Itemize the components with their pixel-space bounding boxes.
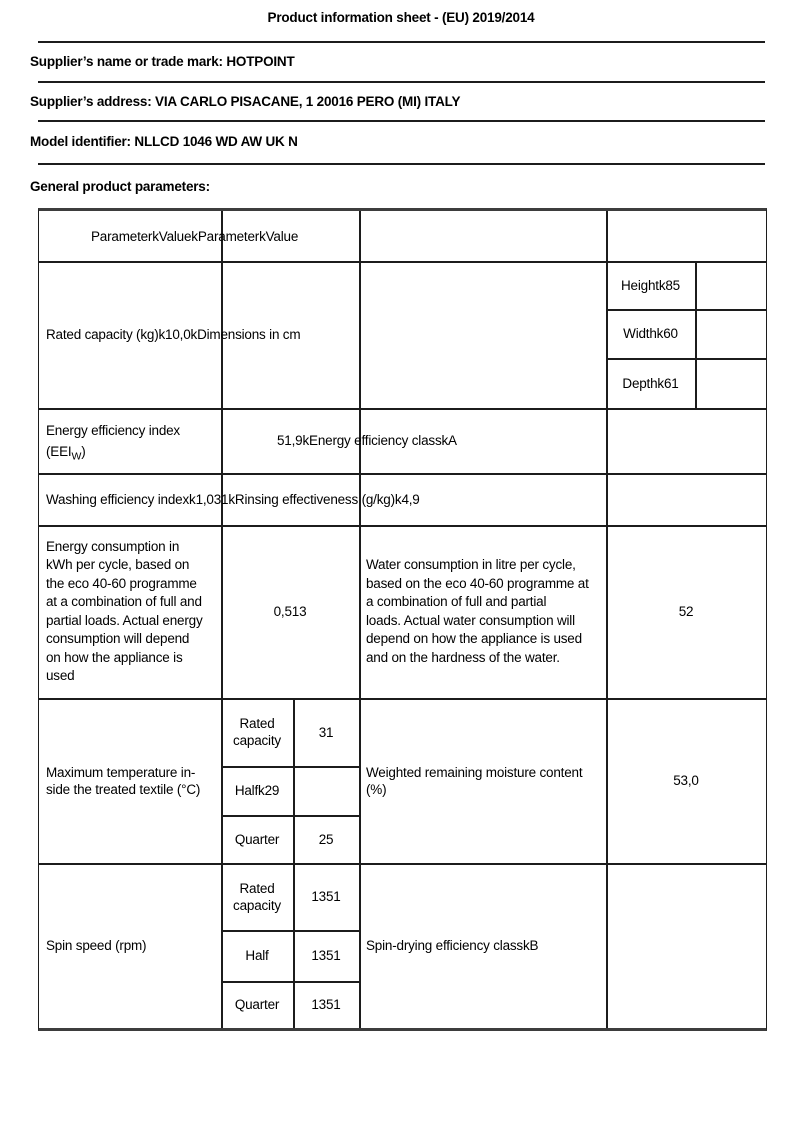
- cell-energy-consumption-value: 0,513: [273, 604, 307, 619]
- eei-label-line1: Energy efficiency index: [46, 422, 180, 438]
- section-heading: General product parameters:: [30, 179, 210, 194]
- cell-spin-half-label: Half: [245, 948, 269, 963]
- divider-line: [38, 81, 765, 83]
- parameters-table: ParameterkValuekParameterkValue Rated ca…: [38, 208, 767, 1031]
- table-vline: [359, 211, 361, 1028]
- table-vline: [606, 211, 608, 1028]
- table-hline: [221, 981, 359, 983]
- table-hline: [221, 766, 359, 768]
- cell-temp-rated-value: 31: [318, 724, 334, 740]
- cell-spin-half-value: 1351: [311, 948, 341, 963]
- divider-line: [38, 163, 765, 165]
- cell-dimension-depth: Depthk61: [622, 375, 679, 391]
- cell-dimension-width: Widthk60: [623, 326, 678, 341]
- cell-water-consumption-text: Water consumption in litre per cycle, ba…: [366, 557, 589, 665]
- table-hline: [606, 309, 766, 311]
- cell-temp-rated-label: Rated capacity: [233, 716, 281, 748]
- table-vline: [695, 261, 697, 408]
- table-hline: [221, 930, 359, 932]
- table-hline: [39, 261, 766, 263]
- table-hline: [39, 698, 766, 700]
- cell-rated-capacity-dimensions: Rated capacity (kg)k10,0kDimensions in c…: [46, 327, 301, 342]
- page-title: Product information sheet - (EU) 2019/20…: [267, 10, 535, 25]
- divider-line: [38, 120, 765, 122]
- cell-moisture-value: 53,0: [673, 773, 699, 788]
- table-hline: [39, 408, 766, 410]
- cell-spin-rated-label: Rated capacity: [233, 880, 281, 913]
- supplier-address-line: Supplier’s address: VIA CARLO PISACANE, …: [30, 94, 461, 109]
- cell-temp-quarter-label: Quarter: [234, 831, 280, 847]
- cell-spin-drying-class: Spin-drying efficiency classkB: [366, 938, 539, 953]
- cell-spin-speed-label: Spin speed (rpm): [46, 938, 147, 953]
- cell-temp-quarter-value: 25: [318, 831, 334, 847]
- table-hline: [606, 358, 766, 360]
- model-identifier-line: Model identifier: NLLCD 1046 WD AW UK N: [30, 134, 298, 149]
- table-hline: [39, 525, 766, 527]
- cell-moisture-label: Weighted remaining moisture content (%): [366, 764, 583, 797]
- cell-energy-efficiency-value: 51,9kEnergy efficiency classkA: [277, 433, 457, 448]
- cell-spin-quarter-label: Quarter: [234, 997, 280, 1012]
- cell-washing-efficiency: Washing efficiency indexk1,031kRinsing e…: [46, 491, 420, 507]
- eei-label-line2: (EEIW): [46, 443, 86, 463]
- cell-dimension-height: Heightk85: [621, 277, 680, 293]
- eei-subscript: W: [71, 450, 82, 463]
- cell-max-temperature-label: Maximum temperature in- side the treated…: [46, 764, 201, 797]
- cell-spin-rated-value: 1351: [311, 889, 341, 904]
- table-hline: [39, 473, 766, 475]
- cell-energy-consumption-text: Energy consumption in kWh per cycle, bas…: [46, 538, 203, 684]
- divider-line: [38, 41, 765, 43]
- cell-energy-efficiency-index-label: Energy efficiency index (EEIW): [46, 408, 180, 473]
- cell-temp-half-label: Halfk29: [234, 783, 280, 798]
- table-vline: [221, 211, 223, 1028]
- header-row-text: ParameterkValuekParameterkValue: [91, 228, 299, 244]
- cell-water-consumption-value: 52: [678, 604, 694, 619]
- supplier-name-line: Supplier’s name or trade mark: HOTPOINT: [30, 54, 295, 69]
- table-hline: [221, 815, 359, 817]
- table-hline: [39, 863, 766, 865]
- cell-spin-quarter-value: 1351: [311, 997, 341, 1012]
- cell-temp-half-value: [293, 766, 359, 815]
